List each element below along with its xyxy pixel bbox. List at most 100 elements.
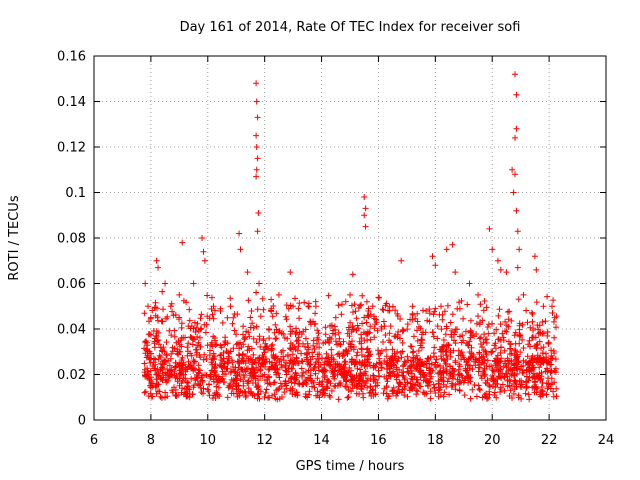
y-tick-label: 0.16 [57,50,86,65]
data-point [225,353,232,360]
data-point [217,305,224,312]
data-point [450,375,457,382]
data-point [255,355,262,362]
data-point [270,379,277,386]
data-point [491,392,498,398]
data-point [157,366,164,373]
data-point [420,307,426,314]
y-tick-label: 0.14 [57,95,86,110]
data-point [490,378,497,385]
data-point [147,382,154,389]
data-point [476,321,483,328]
data-point [306,388,313,395]
data-point [475,291,481,298]
data-point [236,230,243,237]
data-point [301,299,308,306]
data-point [294,347,301,354]
data-point [404,368,411,375]
data-point [376,355,383,362]
data-point [483,304,490,311]
data-point [423,364,430,371]
data-point [169,308,176,315]
data-point [224,340,231,347]
data-point [235,340,241,347]
data-point [381,358,388,364]
data-point [439,311,446,318]
data-point [240,350,246,357]
data-point [513,125,520,132]
data-point [192,329,199,335]
data-point [248,345,255,352]
data-point [162,394,169,401]
y-tick-label: 0.06 [57,277,86,292]
data-point [190,384,197,391]
data-point [380,307,387,313]
data-point [172,392,179,399]
data-point [208,367,215,374]
data-point [245,355,252,362]
data-point [414,318,421,325]
data-point [477,334,484,341]
data-point [148,393,155,400]
data-point [427,388,434,395]
data-point [147,359,154,366]
data-point [359,320,366,327]
data-point [495,366,501,373]
data-point [365,352,372,359]
axis-ticks [93,55,607,421]
data-point [190,357,197,364]
data-point [253,173,260,180]
data-point [226,382,233,389]
data-point [358,340,365,347]
data-point [344,350,351,357]
data-point [291,358,298,365]
data-point [190,280,197,287]
data-point [476,335,483,342]
data-point [248,308,255,314]
data-point [358,386,365,393]
data-point [525,361,532,368]
data-point [534,322,541,329]
data-point [343,348,350,355]
data-point [179,354,186,361]
data-point [173,392,180,399]
data-point [431,344,438,351]
data-point [545,340,552,347]
data-point [341,352,347,359]
data-point [436,384,442,391]
data-point [512,171,518,178]
data-point [394,348,401,355]
data-point [362,223,369,230]
data-point [307,318,314,325]
data-point [364,356,371,363]
data-point [207,371,214,378]
data-point [244,269,251,276]
data-point [276,374,283,381]
data-point [365,308,372,314]
data-point [505,323,512,330]
data-point [543,391,550,398]
data-point [529,311,536,317]
data-point [285,305,292,312]
data-point [353,390,360,397]
data-point [315,367,322,374]
data-point [502,370,509,377]
data-point [155,337,161,343]
data-point [346,333,353,340]
data-point [246,333,253,340]
data-point [488,348,495,355]
data-point [273,387,280,394]
data-point [274,396,281,403]
data-point [307,372,314,379]
data-point [244,380,251,387]
data-point [381,373,388,380]
data-point [177,370,184,376]
data-point [158,347,165,354]
data-point [147,367,154,374]
data-point [303,381,310,388]
x-tick-label: 24 [598,433,615,448]
data-point [387,365,394,372]
data-point [211,392,217,399]
data-point [456,387,463,393]
data-point [254,383,261,390]
